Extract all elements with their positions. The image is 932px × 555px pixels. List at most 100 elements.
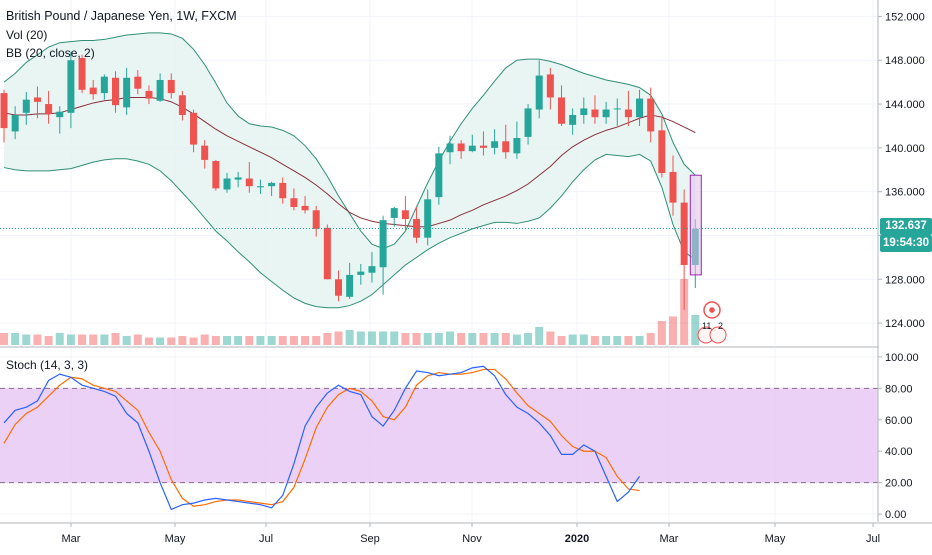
volume-bar bbox=[367, 331, 376, 345]
price-axis-bg bbox=[878, 0, 932, 550]
candle-body[interactable] bbox=[134, 76, 142, 89]
volume-bar bbox=[289, 336, 298, 345]
candle-body[interactable] bbox=[56, 111, 64, 118]
candle-body[interactable] bbox=[290, 198, 298, 207]
candle-body[interactable] bbox=[647, 98, 655, 132]
volume-bar bbox=[669, 316, 677, 345]
candle-body[interactable] bbox=[558, 97, 565, 124]
candle-body[interactable] bbox=[613, 108, 621, 110]
bollinger-legend[interactable]: BB (20, close, 2) bbox=[6, 46, 95, 60]
candle-body[interactable] bbox=[67, 60, 75, 113]
volume-bar bbox=[178, 336, 187, 345]
last-price-badge: 132.637 bbox=[880, 218, 932, 235]
volume-legend[interactable]: Vol (20) bbox=[6, 28, 48, 42]
candle-body[interactable] bbox=[580, 108, 588, 115]
volume-bar bbox=[122, 336, 131, 345]
candle-body[interactable] bbox=[268, 182, 276, 187]
candle-body[interactable] bbox=[669, 171, 677, 203]
candle-body[interactable] bbox=[413, 219, 421, 238]
bollinger-bands bbox=[3, 32, 696, 309]
volume-bar bbox=[89, 334, 98, 345]
candle-body[interactable] bbox=[301, 205, 309, 211]
candle-body[interactable] bbox=[212, 161, 220, 189]
candle-body[interactable] bbox=[223, 178, 231, 190]
candle-body[interactable] bbox=[535, 75, 543, 110]
volume-bar bbox=[691, 315, 700, 345]
candle-body[interactable] bbox=[156, 79, 164, 101]
time-tick-label: May bbox=[165, 533, 186, 545]
volume-bar bbox=[468, 333, 477, 345]
volume-bar bbox=[490, 333, 499, 345]
candle-body[interactable] bbox=[468, 145, 476, 152]
candle-body[interactable] bbox=[22, 99, 30, 113]
candle-body[interactable] bbox=[602, 109, 610, 118]
volume-bar bbox=[189, 337, 198, 345]
candle-body[interactable] bbox=[346, 274, 354, 297]
candle-body[interactable] bbox=[513, 138, 521, 154]
candle-body[interactable] bbox=[190, 112, 198, 145]
candle-body[interactable] bbox=[502, 141, 510, 153]
price-tick-label: 140.000 bbox=[885, 143, 925, 155]
candle-body[interactable] bbox=[323, 227, 331, 280]
volume-bar bbox=[423, 333, 432, 345]
candle-body[interactable] bbox=[357, 271, 365, 275]
candle-body[interactable] bbox=[624, 109, 632, 118]
volume-bar bbox=[267, 336, 276, 345]
volume-bar bbox=[680, 279, 689, 345]
stoch-tick-label: 40.00 bbox=[885, 446, 913, 458]
candle-body[interactable] bbox=[89, 87, 97, 95]
candle-body[interactable] bbox=[78, 58, 86, 90]
stochastic-legend[interactable]: Stoch (14, 3, 3) bbox=[6, 358, 89, 372]
candle-body[interactable] bbox=[279, 182, 287, 199]
volume-bar bbox=[602, 336, 611, 345]
candle-body[interactable] bbox=[33, 97, 41, 102]
candle-body[interactable] bbox=[123, 77, 131, 108]
volume-bar bbox=[546, 331, 555, 345]
candle-body[interactable] bbox=[636, 98, 644, 118]
candle-body[interactable] bbox=[45, 104, 53, 114]
candle-body[interactable] bbox=[167, 79, 175, 94]
candle-body[interactable] bbox=[234, 177, 242, 180]
candle-body[interactable] bbox=[591, 109, 599, 118]
volume-bar bbox=[524, 333, 533, 345]
symbol-title[interactable]: British Pound / Japanese Yen, 1W, FXCM bbox=[6, 9, 237, 23]
volume-bar bbox=[234, 336, 243, 345]
volume-bar bbox=[624, 336, 633, 345]
candle-body[interactable] bbox=[546, 74, 554, 98]
candle-body[interactable] bbox=[457, 143, 465, 152]
candle-body[interactable] bbox=[0, 93, 8, 129]
candle-body[interactable] bbox=[435, 153, 443, 198]
time-tick-label: Sep bbox=[360, 533, 380, 545]
candle-body[interactable] bbox=[201, 145, 209, 160]
candle-body[interactable] bbox=[524, 108, 532, 137]
candle-body[interactable] bbox=[424, 199, 432, 238]
stoch-tick-label: 60.00 bbox=[885, 415, 913, 427]
candle-body[interactable] bbox=[256, 186, 264, 188]
candle-body[interactable] bbox=[569, 115, 577, 125]
candle-body[interactable] bbox=[479, 145, 487, 148]
candle-body[interactable] bbox=[658, 130, 666, 174]
volume-bar bbox=[223, 336, 231, 345]
candle-body[interactable] bbox=[178, 95, 186, 115]
candle-body[interactable] bbox=[112, 77, 119, 106]
candle-body[interactable] bbox=[11, 115, 19, 132]
candle-body[interactable] bbox=[100, 76, 108, 94]
candle-body[interactable] bbox=[245, 178, 253, 187]
candle-body[interactable] bbox=[379, 220, 387, 268]
candle-body[interactable] bbox=[491, 141, 499, 148]
candle-body[interactable] bbox=[401, 210, 409, 220]
candle-body[interactable] bbox=[368, 266, 376, 273]
event-marker-dot-icon bbox=[709, 307, 715, 313]
candle-body[interactable] bbox=[145, 90, 153, 99]
candle-body[interactable] bbox=[680, 202, 688, 266]
volume-bar bbox=[156, 337, 165, 345]
candle-body[interactable] bbox=[335, 279, 342, 296]
volume-bar bbox=[33, 334, 42, 345]
volume-bar bbox=[501, 333, 510, 345]
candle-body[interactable] bbox=[312, 210, 320, 229]
candle-body[interactable] bbox=[446, 143, 454, 153]
candle-body[interactable] bbox=[390, 208, 398, 218]
